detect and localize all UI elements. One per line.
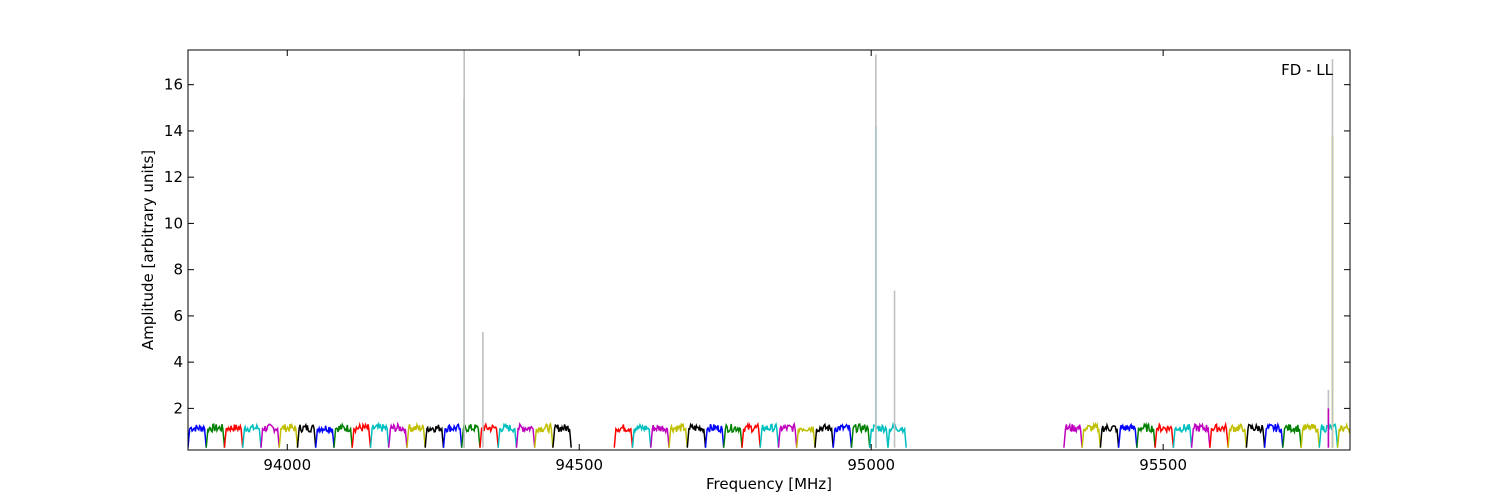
panel-annotation: FD - LL: [1281, 61, 1333, 79]
band-channel-line: [1282, 424, 1302, 448]
band-channel-line: [406, 421, 426, 448]
y-tick-label: 2: [173, 399, 183, 417]
band-channel-line: [1336, 421, 1350, 448]
band-channel-line: [552, 423, 572, 448]
band-channel-line: [442, 423, 463, 448]
band-channel-line: [613, 424, 634, 448]
band-channel-line: [704, 423, 725, 448]
band-channel-line: [1300, 422, 1321, 448]
band-channel-line: [1154, 422, 1175, 448]
x-tick-label: 95500: [1139, 456, 1187, 474]
band-channel-line: [1136, 421, 1156, 448]
spike-layer: [463, 50, 1334, 448]
band-channel-line: [1263, 422, 1284, 448]
band-channel-line: [296, 422, 317, 448]
band-channel-line: [741, 421, 761, 448]
band-channel-line: [814, 422, 834, 448]
band-channel-line: [351, 421, 372, 448]
x-tick-label: 95000: [847, 456, 895, 474]
band-channel-line: [1209, 421, 1229, 448]
y-tick-label: 12: [164, 168, 183, 186]
band-channel-line: [850, 423, 871, 448]
x-tick-label: 94000: [263, 456, 311, 474]
y-axis-label: Amplitude [arbitrary units]: [139, 150, 157, 350]
band-channel-line: [668, 422, 689, 448]
band-channel-line: [686, 422, 707, 448]
band-channel-line: [515, 422, 536, 448]
band-channel-line: [260, 423, 280, 448]
y-tick-label: 14: [164, 122, 183, 140]
band-channel-line: [188, 424, 207, 448]
x-axis-label: Frequency [MHz]: [706, 475, 832, 493]
y-axis: 2 4 6 8 10 12 14 16: [164, 76, 1350, 417]
band-channel-line: [1245, 422, 1266, 448]
band-channel-line: [223, 423, 244, 448]
band-channel-line: [887, 421, 907, 448]
band-channel-line: [333, 422, 353, 448]
band-channel-line: [795, 425, 816, 448]
band-channel-line: [1099, 422, 1120, 448]
band-channel-line: [1172, 423, 1193, 448]
band-channel-line: [387, 421, 408, 448]
y-tick-label: 6: [173, 307, 183, 325]
y-tick-label: 8: [173, 261, 183, 279]
y-tick-label: 16: [164, 76, 183, 94]
band-channel-line: [369, 421, 390, 448]
band-channel-line: [533, 422, 554, 448]
series-layer: [188, 421, 1350, 448]
y-tick-label: 10: [164, 214, 183, 232]
band-channel-line: [241, 422, 262, 448]
band-channel-line: [832, 423, 853, 448]
band-channel-line: [1081, 421, 1102, 448]
band-channel-line: [868, 423, 889, 448]
band-channel-line: [497, 422, 518, 448]
band-channel-line: [278, 422, 299, 448]
band-channel-line: [1117, 422, 1138, 448]
band-channel-line: [1227, 423, 1248, 448]
band-channel-line: [1190, 422, 1211, 448]
band-channel-line: [1063, 422, 1083, 448]
band-channel-line: [631, 422, 652, 448]
x-axis: 94000 94500 95000 95500: [263, 50, 1187, 474]
band-channel-line: [722, 422, 743, 448]
band-channel-line: [314, 425, 335, 448]
band-channel-line: [650, 424, 670, 448]
band-channel-line: [759, 422, 780, 448]
x-tick-label: 94500: [555, 456, 603, 474]
band-channel-line: [205, 423, 226, 448]
y-tick-label: 4: [173, 353, 183, 371]
band-channel-line: [424, 424, 445, 448]
plot-frame: [187, 49, 1351, 451]
band-channel-line: [777, 421, 798, 448]
